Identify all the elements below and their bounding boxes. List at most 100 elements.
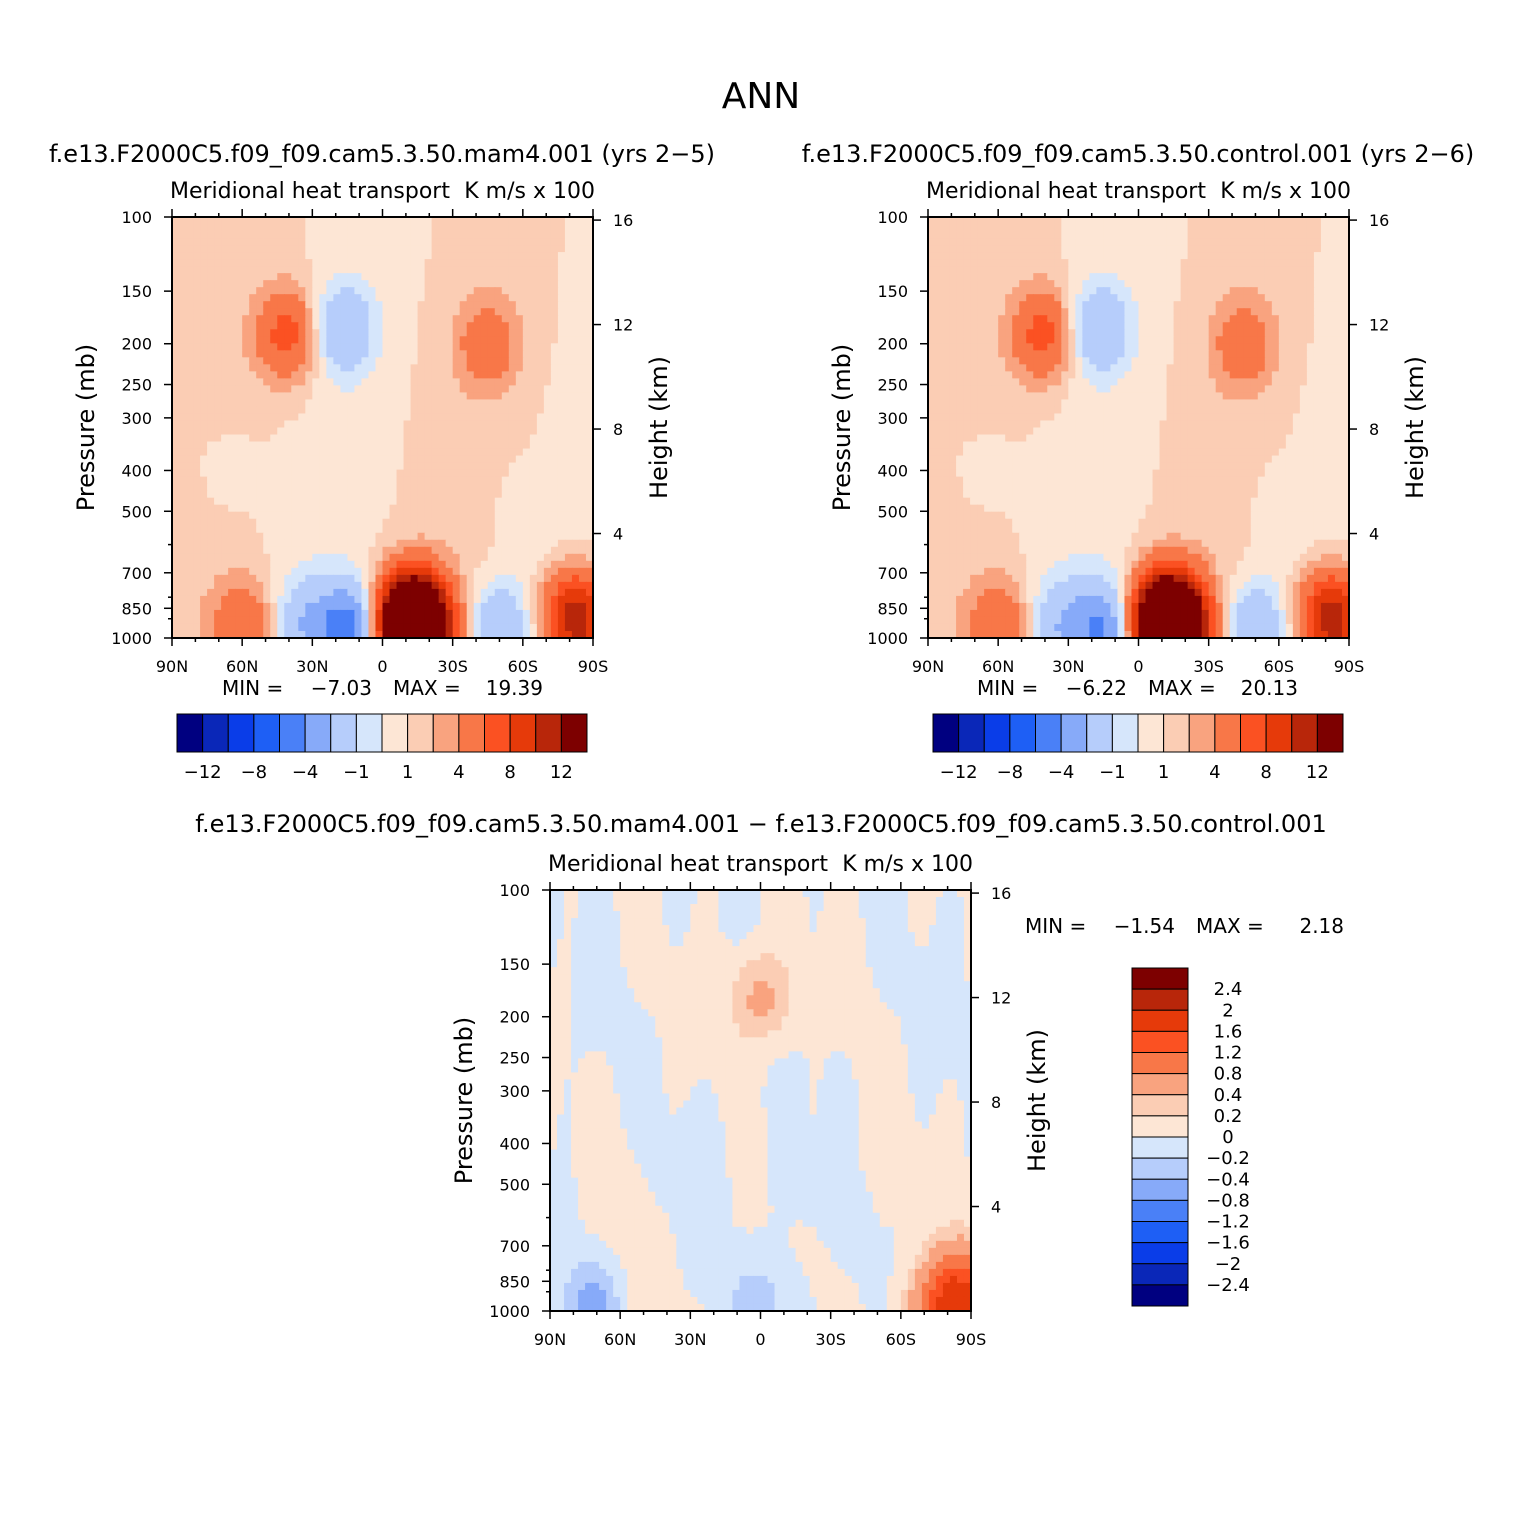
heatmap-cell — [1096, 280, 1105, 288]
heatmap-cell — [368, 259, 377, 267]
heatmap-cell — [473, 525, 482, 534]
heatmap-cell — [1159, 224, 1168, 232]
heatmap-cell — [291, 546, 299, 555]
heatmap-cell — [172, 392, 180, 401]
heatmap-cell — [1222, 259, 1231, 267]
heatmap-cell — [424, 385, 433, 394]
heatmap-cell — [984, 308, 992, 316]
heatmap-cell — [571, 511, 580, 520]
heatmap-cell — [172, 602, 180, 611]
heatmap-cell — [1040, 294, 1048, 302]
heatmap-cell — [536, 294, 545, 302]
heatmap-cell — [368, 623, 377, 632]
heatmap-cell — [312, 245, 320, 253]
heatmap-cell — [326, 343, 334, 351]
heatmap-cell — [249, 259, 257, 267]
heatmap-cell — [536, 448, 545, 457]
colorbar-label: −8 — [241, 762, 268, 783]
heatmap-cell — [1166, 308, 1175, 316]
heatmap-cell — [403, 350, 412, 358]
heatmap-cell — [557, 245, 566, 253]
heatmap-cell — [480, 245, 489, 253]
heatmap-cell — [235, 315, 243, 323]
heatmap-cell — [389, 224, 398, 232]
heatmap-cell — [445, 546, 454, 555]
heatmap-cell — [998, 245, 1006, 253]
heatmap-cell — [375, 511, 384, 520]
heatmap-cell — [928, 315, 936, 323]
heatmap-cell — [326, 371, 334, 379]
heatmap-cell — [473, 595, 482, 604]
heatmap-cell — [417, 322, 426, 330]
heatmap-cell — [543, 322, 552, 330]
heatmap-cell — [1208, 273, 1217, 281]
heatmap-cell — [1173, 245, 1182, 253]
heatmap-cell — [361, 413, 370, 422]
heatmap-cell — [256, 616, 264, 625]
heatmap-cell — [424, 539, 433, 548]
heatmap-cell — [1089, 343, 1097, 351]
heatmap-cell — [550, 434, 559, 443]
heatmap-cell — [193, 546, 201, 555]
heatmap-cell — [319, 476, 327, 485]
heatmap-cell — [1159, 287, 1168, 295]
heatmap-cell — [1166, 217, 1175, 225]
heatmap-cell — [207, 371, 215, 379]
heatmap-cell — [186, 399, 194, 408]
heatmap-cell — [242, 238, 250, 246]
heatmap-cell — [445, 308, 454, 316]
heatmap-cell — [564, 413, 573, 422]
colorbar-swatch — [355, 713, 383, 753]
heatmap-cell — [333, 224, 341, 232]
heatmap-cell — [1306, 301, 1315, 309]
heatmap-cell — [1306, 224, 1315, 232]
heatmap-cell — [319, 525, 327, 534]
heatmap-cell — [522, 357, 531, 365]
heatmap-cell — [200, 378, 208, 386]
heatmap-cell — [1117, 287, 1126, 295]
heatmap-cell — [179, 287, 187, 295]
heatmap-cell — [200, 357, 208, 365]
heatmap-cell — [1005, 301, 1013, 309]
heatmap-cell — [249, 539, 257, 548]
heatmap-cell — [1313, 315, 1322, 323]
heatmap-cell — [375, 483, 384, 492]
heatmap-cell — [305, 231, 313, 239]
heatmap-cell — [956, 231, 964, 239]
heatmap-cell — [319, 546, 327, 555]
heatmap-cell — [389, 623, 398, 632]
heatmap-cell — [263, 406, 271, 415]
heatmap-cell — [1068, 294, 1076, 302]
heatmap-cell — [277, 623, 285, 632]
heatmap-cell — [1278, 217, 1287, 225]
heatmap-cell — [445, 315, 454, 323]
heatmap-cell — [480, 364, 489, 372]
heatmap-cell — [375, 224, 384, 232]
heatmap-cell — [291, 322, 299, 330]
heatmap-cell — [1019, 245, 1027, 253]
heatmap-cell — [522, 259, 531, 267]
heatmap-cell — [403, 266, 412, 274]
heatmap-cell — [361, 490, 370, 499]
heatmap-cell — [396, 252, 405, 260]
heatmap-cell — [536, 462, 545, 471]
heatmap-cell — [396, 399, 405, 408]
heatmap-cell — [1040, 364, 1048, 372]
heatmap-cell — [459, 378, 468, 386]
heatmap-cell — [459, 441, 468, 450]
heatmap-cell — [375, 532, 384, 541]
heatmap-cell — [1159, 308, 1168, 316]
heatmap-cell — [256, 322, 264, 330]
y-tick-label: 700 — [121, 564, 152, 583]
heatmap-cell — [998, 315, 1006, 323]
heatmap-cell — [361, 301, 370, 309]
heatmap-cell — [277, 567, 285, 576]
heatmap-cell — [977, 217, 985, 225]
heatmap-cell — [1040, 308, 1048, 316]
heatmap-cell — [1019, 238, 1027, 246]
heatmap-cell — [424, 399, 433, 408]
heatmap-cell — [1278, 245, 1287, 253]
heatmap-cell — [466, 588, 475, 597]
heatmap-cell — [361, 252, 370, 260]
heatmap-cell — [186, 539, 194, 548]
